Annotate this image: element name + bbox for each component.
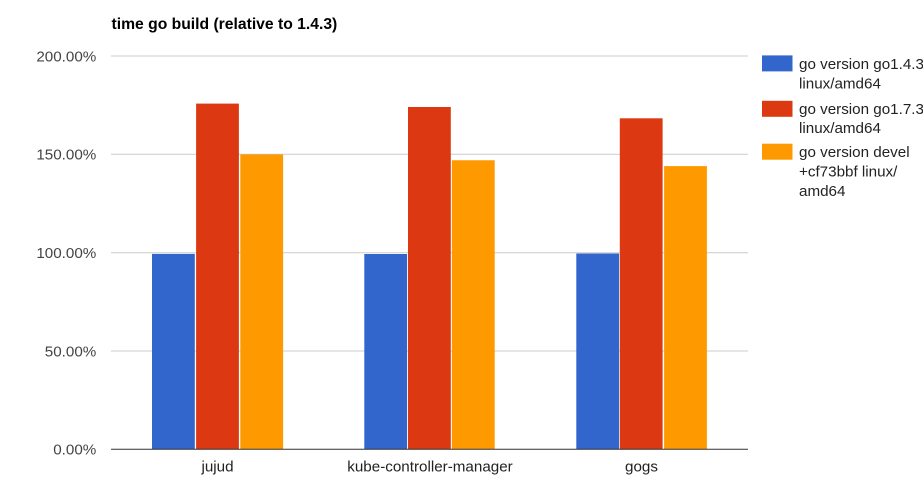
svg-text:go version devel: go version devel xyxy=(799,144,910,161)
svg-text:200.00%: 200.00% xyxy=(36,48,96,65)
svg-text:gogs: gogs xyxy=(625,459,658,476)
svg-text:0.00%: 0.00% xyxy=(53,442,96,459)
svg-text:100.00%: 100.00% xyxy=(36,245,96,262)
svg-text:150.00%: 150.00% xyxy=(36,147,96,164)
svg-text:linux/amd64: linux/amd64 xyxy=(799,120,881,137)
svg-text:50.00%: 50.00% xyxy=(45,343,97,360)
svg-text:go version go1.4.3: go version go1.4.3 xyxy=(799,56,923,73)
svg-text:amd64: amd64 xyxy=(799,183,845,200)
svg-text:linux/amd64: linux/amd64 xyxy=(799,76,881,93)
svg-text:kube-controller-manager: kube-controller-manager xyxy=(347,459,512,476)
svg-text:go version go1.7.3: go version go1.7.3 xyxy=(799,101,923,118)
svg-text:+cf73bbf linux/: +cf73bbf linux/ xyxy=(799,163,898,180)
svg-text:time go build (relative to 1.4: time go build (relative to 1.4.3) xyxy=(112,16,338,33)
svg-text:jujud: jujud xyxy=(200,459,233,476)
